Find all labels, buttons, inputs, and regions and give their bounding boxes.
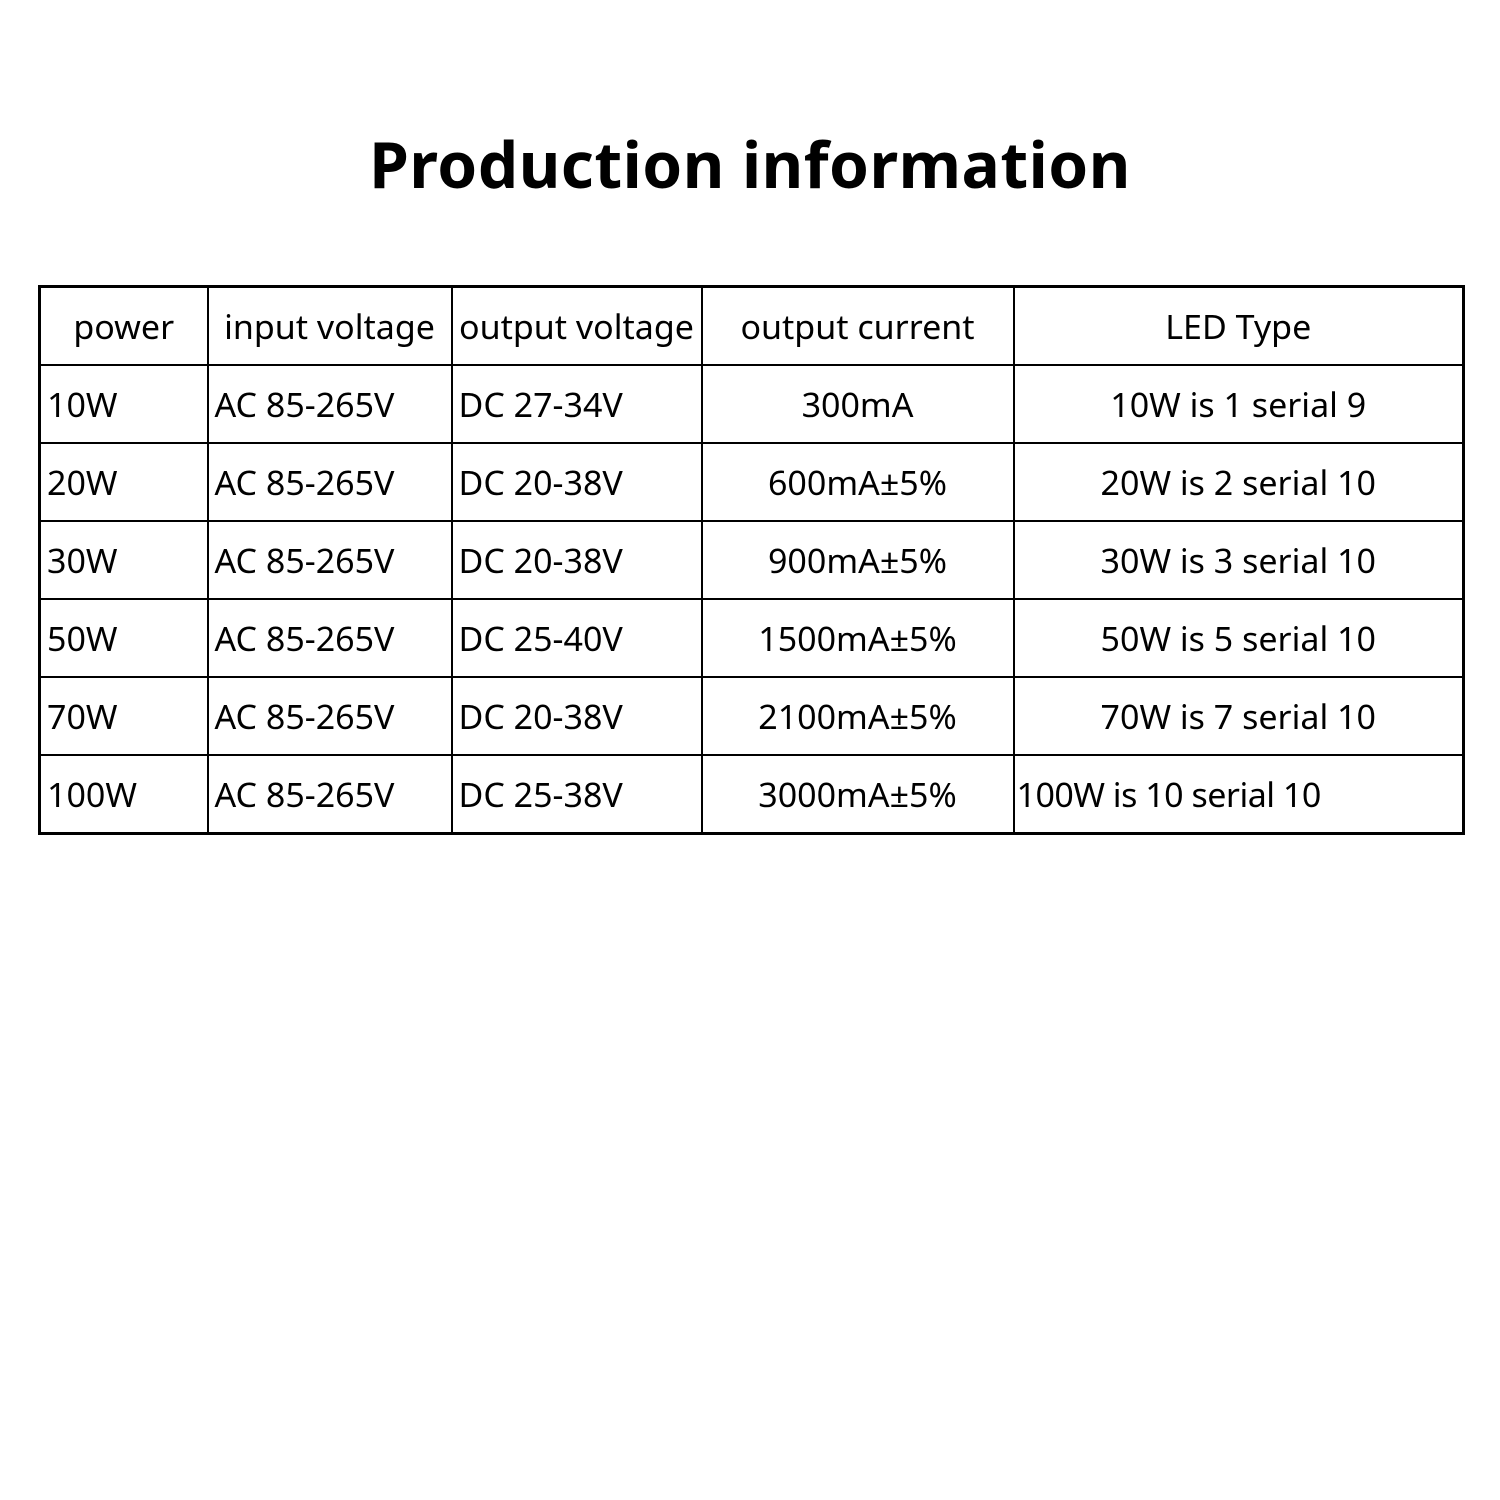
page: Production information power input volta…: [0, 0, 1500, 1500]
cell-led-type: 20W is 2 serial 10: [1014, 443, 1464, 521]
spec-table-container: power input voltage output voltage outpu…: [38, 285, 1462, 835]
cell-power: 20W: [40, 443, 208, 521]
cell-power: 30W: [40, 521, 208, 599]
cell-led-type: 50W is 5 serial 10: [1014, 599, 1464, 677]
cell-output-current: 2100mA±5%: [702, 677, 1014, 755]
col-header-led-type: LED Type: [1014, 287, 1464, 366]
cell-input-voltage: AC 85-265V: [208, 755, 452, 834]
spec-table: power input voltage output voltage outpu…: [38, 285, 1465, 835]
cell-output-voltage: DC 25-38V: [452, 755, 702, 834]
cell-output-current: 1500mA±5%: [702, 599, 1014, 677]
cell-output-voltage: DC 20-38V: [452, 677, 702, 755]
col-header-output-voltage: output voltage: [452, 287, 702, 366]
cell-output-voltage: DC 27-34V: [452, 365, 702, 443]
table-row: 50W AC 85-265V DC 25-40V 1500mA±5% 50W i…: [40, 599, 1464, 677]
table-header-row: power input voltage output voltage outpu…: [40, 287, 1464, 366]
cell-output-current: 300mA: [702, 365, 1014, 443]
cell-output-current: 600mA±5%: [702, 443, 1014, 521]
cell-output-voltage: DC 25-40V: [452, 599, 702, 677]
col-header-power: power: [40, 287, 208, 366]
cell-input-voltage: AC 85-265V: [208, 521, 452, 599]
table-row: 70W AC 85-265V DC 20-38V 2100mA±5% 70W i…: [40, 677, 1464, 755]
cell-output-voltage: DC 20-38V: [452, 443, 702, 521]
table-row: 10W AC 85-265V DC 27-34V 300mA 10W is 1 …: [40, 365, 1464, 443]
cell-input-voltage: AC 85-265V: [208, 599, 452, 677]
cell-output-current: 900mA±5%: [702, 521, 1014, 599]
col-header-output-current: output current: [702, 287, 1014, 366]
cell-input-voltage: AC 85-265V: [208, 677, 452, 755]
cell-power: 70W: [40, 677, 208, 755]
cell-input-voltage: AC 85-265V: [208, 365, 452, 443]
cell-output-voltage: DC 20-38V: [452, 521, 702, 599]
table-row: 20W AC 85-265V DC 20-38V 600mA±5% 20W is…: [40, 443, 1464, 521]
page-title: Production information: [0, 120, 1500, 207]
cell-power: 10W: [40, 365, 208, 443]
cell-led-type: 70W is 7 serial 10: [1014, 677, 1464, 755]
cell-led-type: 30W is 3 serial 10: [1014, 521, 1464, 599]
col-header-input-voltage: input voltage: [208, 287, 452, 366]
table-row: 100W AC 85-265V DC 25-38V 3000mA±5% 100W…: [40, 755, 1464, 834]
table-row: 30W AC 85-265V DC 20-38V 900mA±5% 30W is…: [40, 521, 1464, 599]
cell-led-type: 10W is 1 serial 9: [1014, 365, 1464, 443]
cell-power: 50W: [40, 599, 208, 677]
cell-output-current: 3000mA±5%: [702, 755, 1014, 834]
cell-led-type: 100W is 10 serial 10: [1014, 755, 1464, 834]
cell-power: 100W: [40, 755, 208, 834]
cell-input-voltage: AC 85-265V: [208, 443, 452, 521]
